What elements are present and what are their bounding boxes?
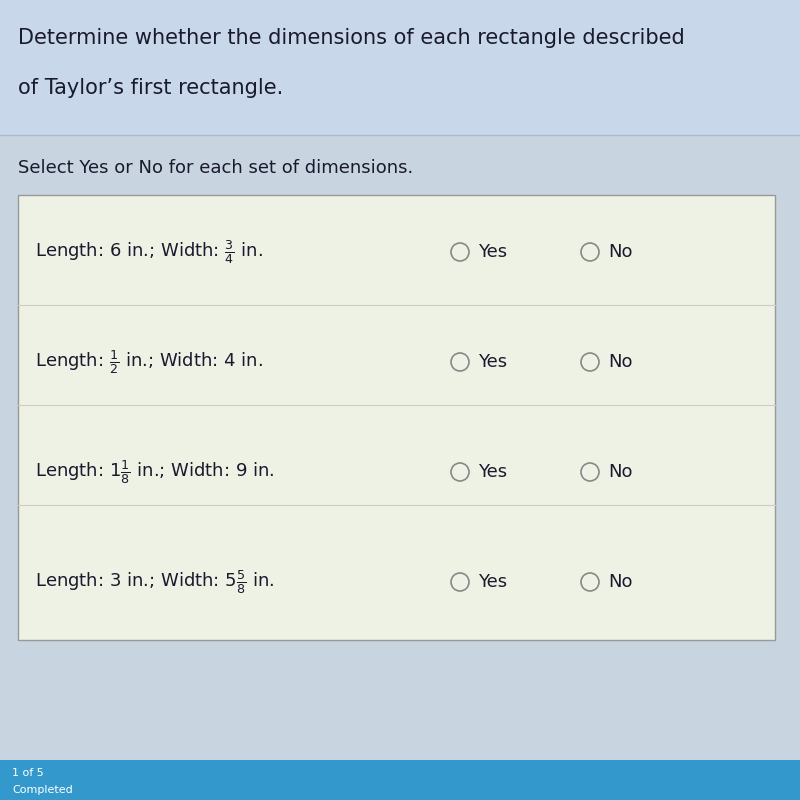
Text: Yes: Yes [478,573,507,591]
Text: No: No [608,353,633,371]
Text: No: No [608,463,633,481]
Text: Completed: Completed [12,785,73,795]
Text: Select Yes or No for each set of dimensions.: Select Yes or No for each set of dimensi… [18,159,414,177]
Text: Length: $\mathregular{\frac{1}{2}}$ in.; Width: 4 in.: Length: $\mathregular{\frac{1}{2}}$ in.;… [35,348,263,376]
Text: 1 of 5: 1 of 5 [12,768,44,778]
Text: Determine whether the dimensions of each rectangle described: Determine whether the dimensions of each… [18,28,685,48]
Text: of Taylor’s first rectangle.: of Taylor’s first rectangle. [18,78,283,98]
Text: Length: 3 in.; Width: 5$\mathregular{\frac{5}{8}}$ in.: Length: 3 in.; Width: 5$\mathregular{\fr… [35,568,274,596]
Bar [0,760,800,800]
Text: No: No [608,573,633,591]
Text: Yes: Yes [478,243,507,261]
Text: No: No [608,243,633,261]
Text: Length: 6 in.; Width: $\mathregular{\frac{3}{4}}$ in.: Length: 6 in.; Width: $\mathregular{\fra… [35,238,263,266]
Text: Yes: Yes [478,353,507,371]
Bar [0,0,800,135]
Text: Length: 1$\mathregular{\frac{1}{8}}$ in.; Width: 9 in.: Length: 1$\mathregular{\frac{1}{8}}$ in.… [35,458,274,486]
Text: Yes: Yes [478,463,507,481]
Bar [18,195,775,640]
